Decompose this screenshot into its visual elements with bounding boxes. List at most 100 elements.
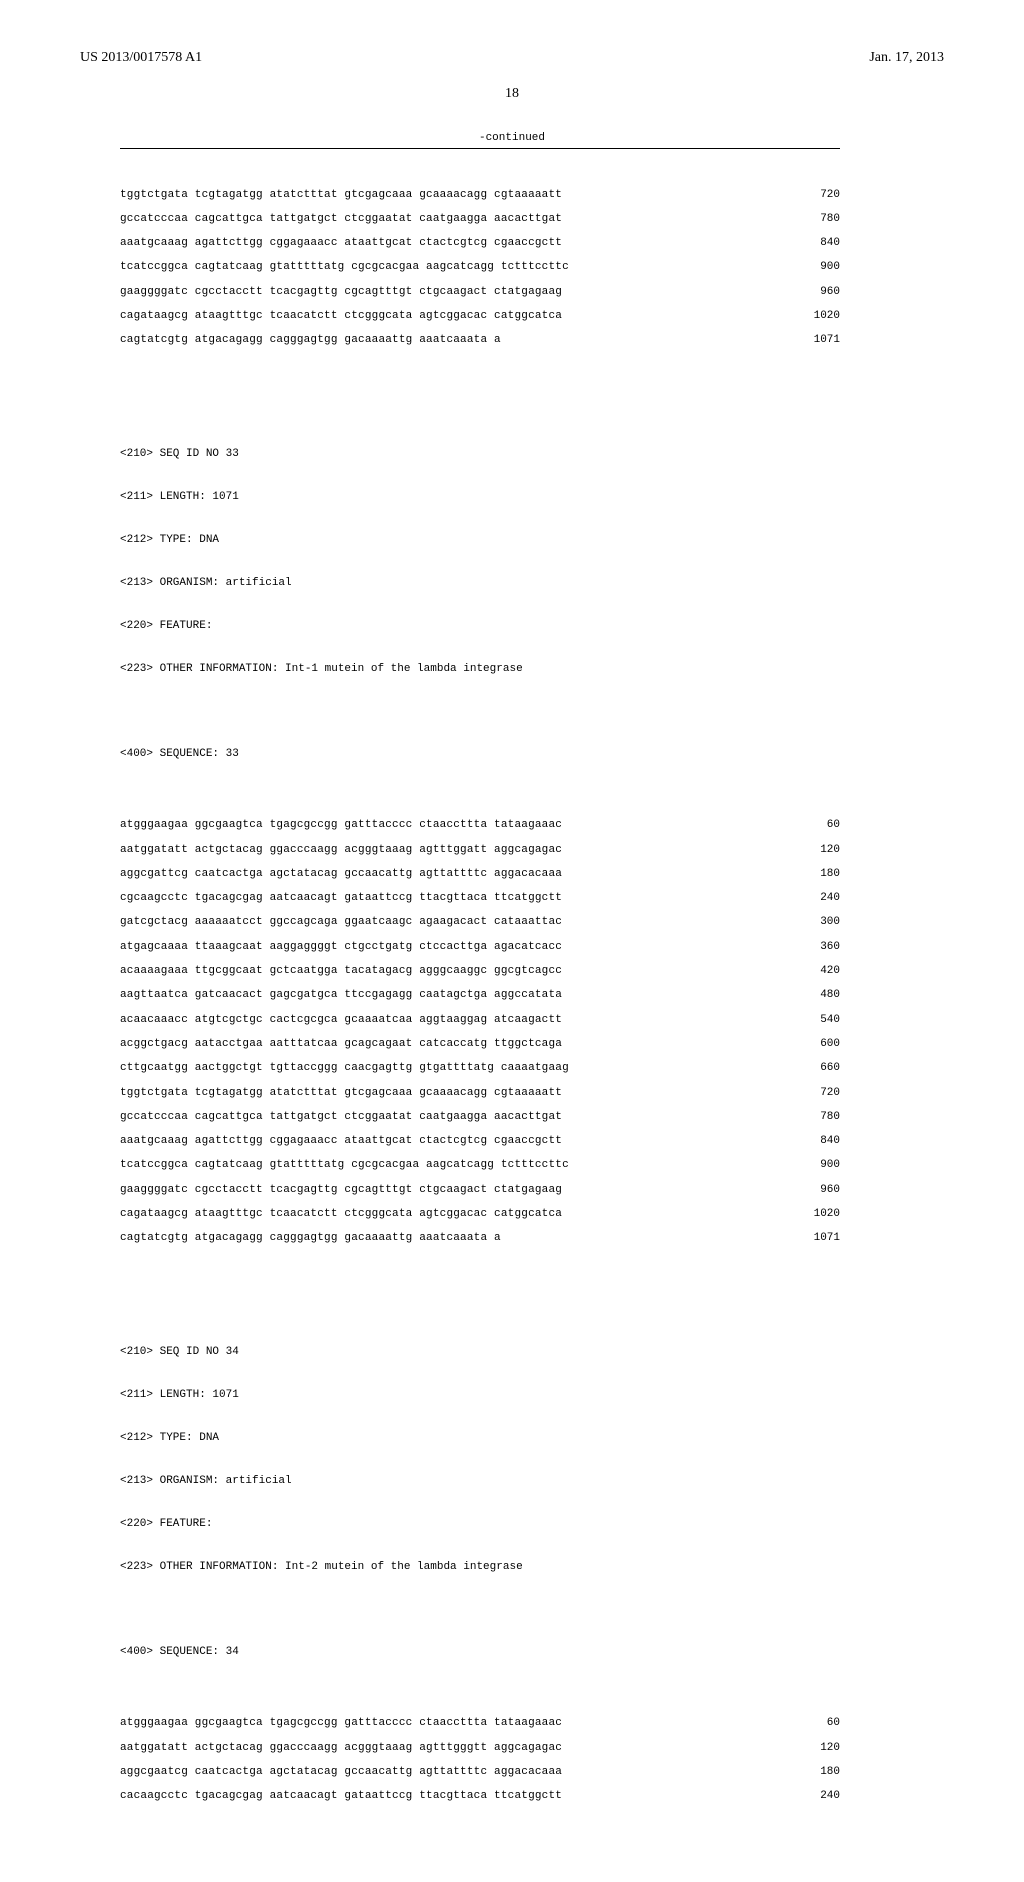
sequence-position: 480 bbox=[800, 988, 840, 1002]
sequence-row: tggtctgata tcgtagatgg atatctttat gtcgagc… bbox=[120, 1086, 840, 1100]
sequence-text: aggcgaatcg caatcactga agctatacag gccaaca… bbox=[120, 1765, 562, 1779]
doc-number: US 2013/0017578 A1 bbox=[80, 50, 202, 66]
sequence-text: aaatgcaaag agattcttgg cggagaaacc ataattg… bbox=[120, 1134, 562, 1148]
sequence-position: 1071 bbox=[800, 1231, 840, 1245]
sequence-text: atgggaagaa ggcgaagtca tgagcgccgg gatttac… bbox=[120, 818, 562, 832]
sequence-text: cacaagcctc tgacagcgag aatcaacagt gataatt… bbox=[120, 1789, 562, 1803]
sequence-row: cagtatcgtg atgacagagg cagggagtgg gacaaaa… bbox=[120, 1231, 840, 1245]
sequence-row: tggtctgata tcgtagatgg atatctttat gtcgagc… bbox=[120, 188, 840, 202]
sequence-row: gccatcccaa cagcattgca tattgatgct ctcggaa… bbox=[120, 1110, 840, 1124]
sequence-row: aatggatatt actgctacag ggacccaagg acgggta… bbox=[120, 1741, 840, 1755]
sequence-position: 180 bbox=[800, 1765, 840, 1779]
sequence-text: tcatccggca cagtatcaag gtatttttatg cgcgca… bbox=[120, 1158, 569, 1172]
sequence-position: 360 bbox=[800, 940, 840, 954]
divider bbox=[120, 148, 840, 149]
sequence-text: gaaggggatc cgcctacctt tcacgagttg cgcagtt… bbox=[120, 285, 562, 299]
seq-feature: <220> FEATURE: bbox=[120, 1517, 944, 1531]
sequence-row: atgggaagaa ggcgaagtca tgagcgccgg gatttac… bbox=[120, 818, 840, 832]
sequence-row: cgcaagcctc tgacagcgag aatcaacagt gataatt… bbox=[120, 891, 840, 905]
seq-id: <210> SEQ ID NO 34 bbox=[120, 1345, 944, 1359]
sequence-position: 120 bbox=[800, 843, 840, 857]
seq-organism: <213> ORGANISM: artificial bbox=[120, 1474, 944, 1488]
sequence-position: 780 bbox=[800, 1110, 840, 1124]
sequence-position: 240 bbox=[800, 1789, 840, 1803]
seq-length: <211> LENGTH: 1071 bbox=[120, 490, 944, 504]
sequence-position: 60 bbox=[800, 818, 840, 832]
seq-type: <212> TYPE: DNA bbox=[120, 533, 944, 547]
sequence-row: cagataagcg ataagtttgc tcaacatctt ctcgggc… bbox=[120, 1207, 840, 1221]
sequence-position: 840 bbox=[800, 236, 840, 250]
sequence-position: 720 bbox=[800, 188, 840, 202]
sequence-row: tcatccggca cagtatcaag gtatttttatg cgcgca… bbox=[120, 1158, 840, 1172]
sequence-position: 1071 bbox=[800, 333, 840, 347]
sequence-text: acggctgacg aatacctgaa aatttatcaa gcagcag… bbox=[120, 1037, 562, 1051]
sequence-position: 780 bbox=[800, 212, 840, 226]
seq-length: <211> LENGTH: 1071 bbox=[120, 1388, 944, 1402]
seq33-label: <400> SEQUENCE: 33 bbox=[120, 747, 944, 761]
seq-other: <223> OTHER INFORMATION: Int-2 mutein of… bbox=[120, 1560, 944, 1574]
sequence-row: acaacaaacc atgtcgctgc cactcgcgca gcaaaat… bbox=[120, 1013, 840, 1027]
sequence-row: gatcgctacg aaaaaatcct ggccagcaga ggaatca… bbox=[120, 915, 840, 929]
sequence-row: aggcgattcg caatcactga agctatacag gccaaca… bbox=[120, 867, 840, 881]
sequence-text: aatggatatt actgctacag ggacccaagg acgggta… bbox=[120, 1741, 562, 1755]
sequence-text: cagataagcg ataagtttgc tcaacatctt ctcgggc… bbox=[120, 309, 562, 323]
sequence-position: 660 bbox=[800, 1061, 840, 1075]
seq-feature: <220> FEATURE: bbox=[120, 619, 944, 633]
continued-label: -continued bbox=[80, 132, 944, 144]
sequence-text: gaaggggatc cgcctacctt tcacgagttg cgcagtt… bbox=[120, 1183, 562, 1197]
sequence-row: aaatgcaaag agattcttgg cggagaaacc ataattg… bbox=[120, 236, 840, 250]
sequence-text: aagttaatca gatcaacact gagcgatgca ttccgag… bbox=[120, 988, 562, 1002]
patent-page: US 2013/0017578 A1 Jan. 17, 2013 18 -con… bbox=[0, 0, 1024, 1882]
sequence-text: aggcgattcg caatcactga agctatacag gccaaca… bbox=[120, 867, 562, 881]
sequence-position: 720 bbox=[800, 1086, 840, 1100]
sequence-text: atgagcaaaa ttaaagcaat aaggaggggt ctgcctg… bbox=[120, 940, 562, 954]
sequence-row: acaaaagaaa ttgcggcaat gctcaatgga tacatag… bbox=[120, 964, 840, 978]
sequence-row: gaaggggatc cgcctacctt tcacgagttg cgcagtt… bbox=[120, 1183, 840, 1197]
sequence-position: 1020 bbox=[800, 1207, 840, 1221]
sequence-row: atgagcaaaa ttaaagcaat aaggaggggt ctgcctg… bbox=[120, 940, 840, 954]
sequence-text: cttgcaatgg aactggctgt tgttaccggg caacgag… bbox=[120, 1061, 569, 1075]
sequence-text: cagtatcgtg atgacagagg cagggagtgg gacaaaa… bbox=[120, 333, 501, 347]
sequence-position: 960 bbox=[800, 1183, 840, 1197]
sequence-position: 900 bbox=[800, 260, 840, 274]
sequence-position: 900 bbox=[800, 1158, 840, 1172]
seq34-header: <210> SEQ ID NO 34 <211> LENGTH: 1071 <2… bbox=[120, 1317, 944, 1603]
sequence-row: cagtatcgtg atgacagagg cagggagtgg gacaaaa… bbox=[120, 333, 840, 347]
sequence-text: acaacaaacc atgtcgctgc cactcgcgca gcaaaat… bbox=[120, 1013, 562, 1027]
sequence-text: gccatcccaa cagcattgca tattgatgct ctcggaa… bbox=[120, 212, 562, 226]
sequence-position: 300 bbox=[800, 915, 840, 929]
sequence-position: 600 bbox=[800, 1037, 840, 1051]
sequence-row: aggcgaatcg caatcactga agctatacag gccaaca… bbox=[120, 1765, 840, 1779]
sequence-position: 420 bbox=[800, 964, 840, 978]
sequence-position: 1020 bbox=[800, 309, 840, 323]
sequence-row: acggctgacg aatacctgaa aatttatcaa gcagcag… bbox=[120, 1037, 840, 1051]
page-header: US 2013/0017578 A1 Jan. 17, 2013 bbox=[80, 50, 944, 66]
sequence-row: cttgcaatgg aactggctgt tgttaccggg caacgag… bbox=[120, 1061, 840, 1075]
seq-organism: <213> ORGANISM: artificial bbox=[120, 576, 944, 590]
sequence-position: 120 bbox=[800, 1741, 840, 1755]
sequence-row: tcatccggca cagtatcaag gtatttttatg cgcgca… bbox=[120, 260, 840, 274]
sequence-text: atgggaagaa ggcgaagtca tgagcgccgg gatttac… bbox=[120, 1716, 562, 1730]
seq33-header: <210> SEQ ID NO 33 <211> LENGTH: 1071 <2… bbox=[120, 419, 944, 705]
sequence-text: cagtatcgtg atgacagagg cagggagtgg gacaaaa… bbox=[120, 1231, 501, 1245]
sequence-text: cagataagcg ataagtttgc tcaacatctt ctcgggc… bbox=[120, 1207, 562, 1221]
sequence-listing: tggtctgata tcgtagatgg atatctttat gtcgagc… bbox=[120, 159, 944, 1842]
sequence-row: aatggatatt actgctacag ggacccaagg acgggta… bbox=[120, 843, 840, 857]
sequence-row: atgggaagaa ggcgaagtca tgagcgccgg gatttac… bbox=[120, 1716, 840, 1730]
sequence-text: acaaaagaaa ttgcggcaat gctcaatgga tacatag… bbox=[120, 964, 562, 978]
pub-date: Jan. 17, 2013 bbox=[869, 50, 944, 66]
sequence-text: aatggatatt actgctacag ggacccaagg acgggta… bbox=[120, 843, 562, 857]
page-number: 18 bbox=[80, 86, 944, 102]
sequence-row: aagttaatca gatcaacact gagcgatgca ttccgag… bbox=[120, 988, 840, 1002]
seq-other: <223> OTHER INFORMATION: Int-1 mutein of… bbox=[120, 662, 944, 676]
sequence-text: tggtctgata tcgtagatgg atatctttat gtcgagc… bbox=[120, 1086, 562, 1100]
sequence-position: 180 bbox=[800, 867, 840, 881]
sequence-row: cagataagcg ataagtttgc tcaacatctt ctcgggc… bbox=[120, 309, 840, 323]
seq-type: <212> TYPE: DNA bbox=[120, 1431, 944, 1445]
seq34-label: <400> SEQUENCE: 34 bbox=[120, 1645, 944, 1659]
sequence-text: cgcaagcctc tgacagcgag aatcaacagt gataatt… bbox=[120, 891, 562, 905]
sequence-row: gccatcccaa cagcattgca tattgatgct ctcggaa… bbox=[120, 212, 840, 226]
sequence-position: 60 bbox=[800, 1716, 840, 1730]
sequence-position: 840 bbox=[800, 1134, 840, 1148]
sequence-position: 540 bbox=[800, 1013, 840, 1027]
